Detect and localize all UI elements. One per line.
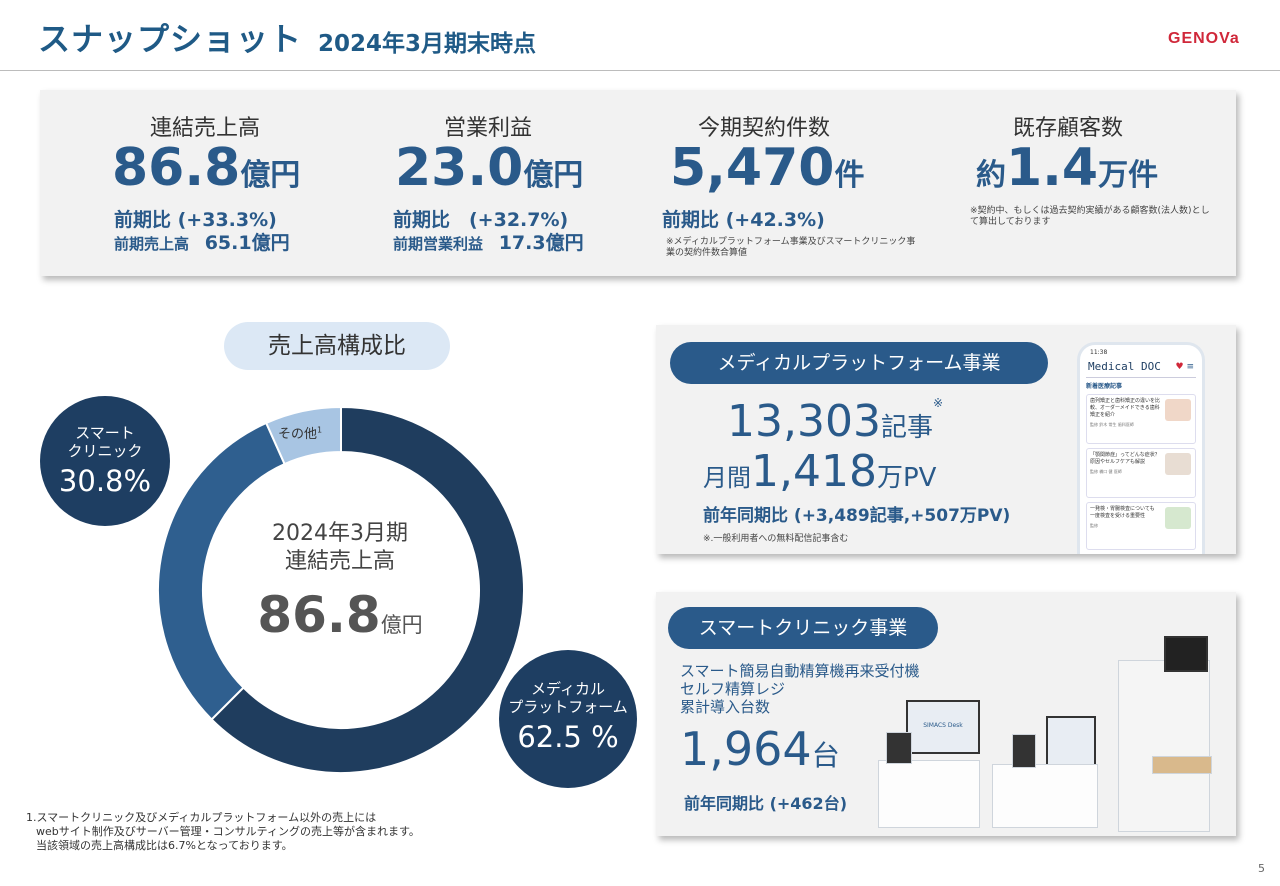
kpi-note: ※メディカルプラットフォーム事業及びスマートクリニック事業の契約件数合算値 xyxy=(666,237,916,258)
kpi-value: 5,470件 xyxy=(670,138,865,198)
heart-icon: ♥ ≡ xyxy=(1175,361,1194,372)
phone-article: 歯列矯正と歯科矯正の違いを比較、オーダーメイドできる歯科矯正を紹介 監修 鈴木 … xyxy=(1086,394,1196,444)
smart-clinic-title: スマートクリニック事業 xyxy=(668,607,938,649)
bubble-value: 30.8% xyxy=(58,464,152,498)
medical-note: ※.一般利用者への無料配信記事含む xyxy=(703,534,849,544)
checkout-terminal-image: SIMACS Desk xyxy=(878,700,980,828)
donut-segment-2 xyxy=(264,405,342,466)
smart-clinic-comparison: 前年同期比 (+462台) xyxy=(684,794,848,813)
kpi-comparison: 前期比 (+33.3%) xyxy=(114,209,277,231)
medical-platform-title: メディカルプラットフォーム事業 xyxy=(670,342,1048,384)
monthly-pv: 月間1,418万PV xyxy=(703,446,937,497)
page-subtitle: 2024年3月期末時点 xyxy=(318,31,537,57)
kpi-comparison: 前期比 (+32.7%) xyxy=(393,209,569,231)
donut-center-value: 86.8億円 xyxy=(257,586,423,644)
smart-clinic-description: スマート簡易自動精算機再来受付機 セルフ精算レジ 累計導入台数 xyxy=(680,662,920,716)
medical-platform-bubble: メディカル プラットフォーム 62.5 % xyxy=(499,650,637,788)
kpi-prev-value: 前期売上高 65.1億円 xyxy=(114,232,290,254)
kpi-note: ※契約中、もしくは過去契約実績がある顧客数(法人数)として算出しております xyxy=(970,206,1210,227)
page-number: 5 xyxy=(1258,862,1265,875)
kpi-value: 約1.4万件 xyxy=(976,138,1159,198)
kpi-label: 今期契約件数 xyxy=(698,116,831,141)
article-thumbnail xyxy=(1165,453,1191,475)
bubble-value: 62.5 % xyxy=(517,720,619,754)
reception-kiosk-image xyxy=(992,716,1098,828)
donut-segment-0 xyxy=(210,405,525,774)
composition-footnote: 1.スマートクリニック及びメディカルプラットフォーム以外の売上には webサイト… xyxy=(26,811,420,852)
phone-section-title: 新着医療記事 xyxy=(1086,377,1196,390)
articles-count: 13,303記事※ xyxy=(727,396,944,447)
page-title: スナップショット xyxy=(38,20,303,58)
other-segment-label: その他1 xyxy=(278,425,323,442)
kpi-comparison: 前期比 (+42.3%) xyxy=(662,209,825,231)
phone-article: 一発検・胃腸検査についても 一度検査を受ける重要性 監修 xyxy=(1086,502,1196,550)
article-thumbnail xyxy=(1165,399,1191,421)
company-logo: GENOVa xyxy=(1168,30,1240,47)
bubble-label: メディカル xyxy=(531,680,605,698)
phone-article: 「顎関節症」ってどんな症状？原因やセルフケアも解説 監修 橋口 健 医師 xyxy=(1086,448,1196,498)
composition-pill: 売上高構成比 xyxy=(224,322,450,370)
installed-units: 1,964台 xyxy=(680,722,840,776)
smart-clinic-bubble: スマート クリニック 30.8% xyxy=(40,396,170,526)
phone-app-name: Medical DOC xyxy=(1088,360,1161,373)
phone-status-time: 11:38 xyxy=(1090,349,1108,356)
header-divider xyxy=(0,70,1280,71)
kpi-label: 既存顧客数 xyxy=(1013,116,1124,141)
kpi-panel: 連結売上高 86.8億円 前期比 (+33.3%) 前期売上高 65.1億円 営… xyxy=(40,90,1236,276)
donut-center-caption: 2024年3月期 連結売上高 xyxy=(272,521,408,574)
bubble-label: クリニック xyxy=(67,442,143,460)
kpi-label: 連結売上高 xyxy=(150,116,261,141)
revenue-donut-chart xyxy=(157,405,525,774)
kpi-value: 86.8億円 xyxy=(112,138,301,198)
kpi-label: 営業利益 xyxy=(444,116,533,141)
medical-comparison: 前年同期比 (+3,489記事,+507万PV) xyxy=(703,506,1011,526)
kpi-value: 23.0億円 xyxy=(395,138,584,198)
auto-payment-machine-image xyxy=(1118,632,1212,832)
article-thumbnail xyxy=(1165,507,1191,529)
kpi-prev-value: 前期営業利益 17.3億円 xyxy=(393,232,584,254)
bubble-label: スマート xyxy=(75,424,135,442)
bubble-label: プラットフォーム xyxy=(508,698,628,716)
phone-mockup: 11:38 Medical DOC ♥ ≡ 新着医療記事 歯列矯正と歯科矯正の違… xyxy=(1077,342,1205,554)
